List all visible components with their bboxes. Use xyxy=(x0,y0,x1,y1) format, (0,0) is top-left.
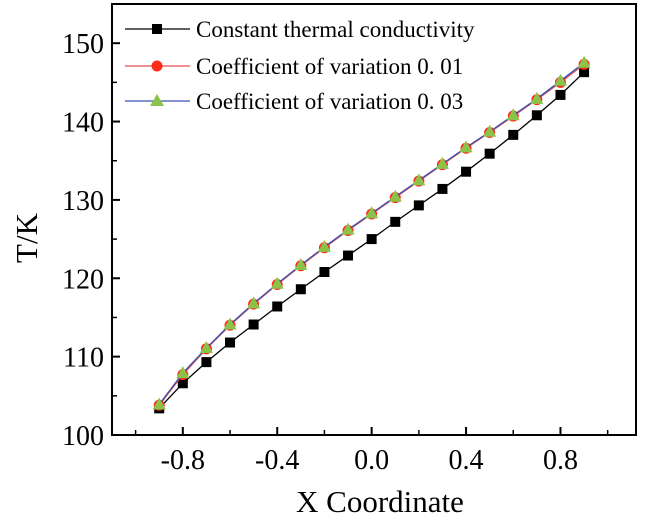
data-point xyxy=(152,397,166,410)
data-point xyxy=(317,239,331,252)
x-axis-title: X Coordinate xyxy=(296,484,464,519)
data-point xyxy=(341,222,355,235)
data-point xyxy=(366,234,377,245)
data-point xyxy=(506,108,520,121)
data-point xyxy=(553,73,567,86)
y-tick-label: 130 xyxy=(62,186,104,217)
data-point xyxy=(577,55,591,68)
x-tick-label: -0.8 xyxy=(161,445,205,476)
legend-item: Constant thermal conductivity xyxy=(125,17,475,42)
data-point xyxy=(272,301,283,312)
x-tick-label: 0.0 xyxy=(354,445,389,476)
data-point xyxy=(247,296,261,309)
data-point xyxy=(531,110,542,121)
legend-item: Coefficient of variation 0. 03 xyxy=(125,89,463,114)
data-point xyxy=(437,183,448,194)
y-tick-label: 140 xyxy=(62,108,104,139)
data-point xyxy=(199,341,213,354)
y-tick-label: 100 xyxy=(62,421,104,452)
data-point xyxy=(225,337,236,348)
data-point xyxy=(412,173,426,186)
plot-frame xyxy=(111,3,637,436)
data-point xyxy=(388,189,402,202)
legend: Constant thermal conductivity Coefficien… xyxy=(125,17,475,114)
data-point xyxy=(201,357,212,368)
legend-marker xyxy=(151,60,163,72)
data-point xyxy=(248,319,259,330)
data-point xyxy=(484,148,495,159)
data-point xyxy=(508,129,519,140)
data-point xyxy=(176,366,190,379)
data-point xyxy=(343,250,354,261)
legend-label: Constant thermal conductivity xyxy=(196,17,475,42)
x-tick-label: -0.4 xyxy=(255,445,299,476)
data-point xyxy=(294,257,308,270)
data-point xyxy=(413,200,424,211)
legend-marker xyxy=(150,94,164,106)
legend-label: Coefficient of variation 0. 01 xyxy=(196,54,463,79)
legend-marker xyxy=(152,24,162,34)
data-point xyxy=(435,156,449,169)
data-point xyxy=(295,284,306,295)
data-point xyxy=(270,276,284,289)
y-axis-title: T/K xyxy=(9,212,44,263)
data-point xyxy=(223,317,237,330)
legend-item: Coefficient of variation 0. 01 xyxy=(125,54,463,79)
data-point xyxy=(459,140,473,153)
data-point xyxy=(177,378,188,389)
series-0 xyxy=(154,67,590,414)
y-tick-label: 150 xyxy=(62,29,104,60)
data-point xyxy=(530,91,544,104)
data-point xyxy=(579,67,590,78)
data-point xyxy=(483,124,497,137)
data-point xyxy=(461,166,472,177)
legend-label: Coefficient of variation 0. 03 xyxy=(196,89,463,114)
series-line xyxy=(158,62,585,405)
data-point xyxy=(365,206,379,219)
series-2 xyxy=(152,55,591,410)
x-tick-label: 0.8 xyxy=(543,445,578,476)
y-tick-label: 110 xyxy=(63,343,104,374)
data-point xyxy=(390,216,401,227)
data-point xyxy=(319,267,330,278)
y-tick-label: 120 xyxy=(62,264,104,295)
x-tick-label: 0.4 xyxy=(449,445,484,476)
data-point xyxy=(555,89,566,100)
